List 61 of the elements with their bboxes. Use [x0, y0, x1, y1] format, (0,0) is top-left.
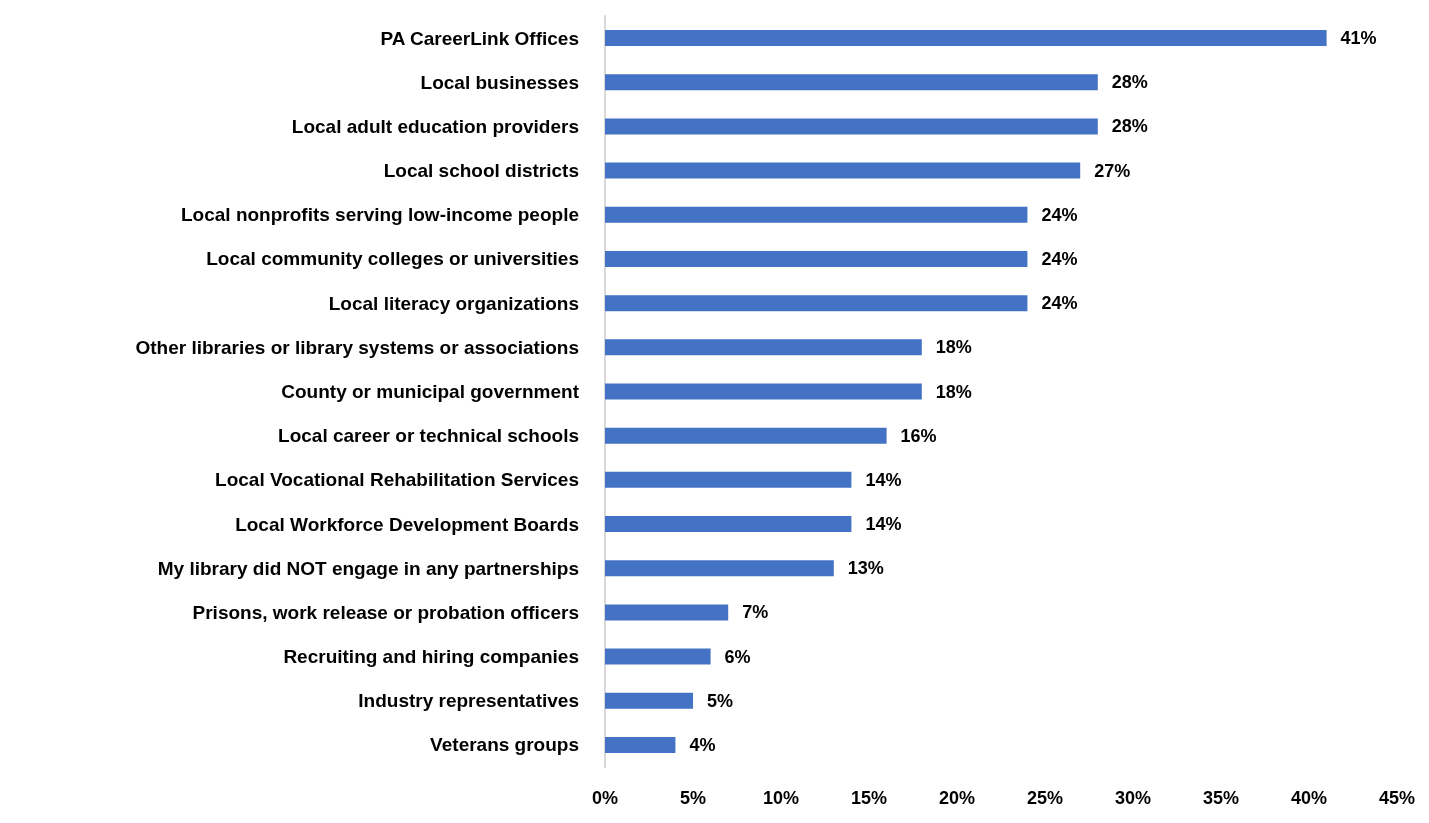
y-tick-label: Local adult education providers — [291, 115, 579, 137]
bar — [605, 118, 1098, 135]
data-label: 18% — [935, 337, 972, 358]
data-label: 27% — [1094, 160, 1131, 181]
y-tick-label: County or municipal government — [281, 381, 580, 402]
x-tick-label: 10% — [762, 788, 800, 808]
data-label: 5% — [707, 690, 734, 711]
data-label: 6% — [724, 646, 751, 667]
x-tick-label: 40% — [1290, 788, 1328, 808]
data-label: 18% — [935, 381, 972, 402]
y-tick-label: Industry representatives — [358, 690, 579, 712]
bar — [605, 516, 852, 533]
x-tick-label: 45% — [1378, 788, 1416, 808]
bar — [605, 604, 729, 621]
y-tick-label: Local community colleges or universities — [206, 248, 579, 270]
data-label: 14% — [865, 469, 902, 490]
bar — [605, 162, 1081, 179]
bar — [605, 30, 1327, 47]
x-tick-label: 30% — [1114, 788, 1152, 808]
bar — [605, 648, 711, 665]
bar — [605, 427, 887, 444]
y-tick-label: Local Vocational Rehabilitation Services — [215, 469, 579, 491]
data-label: 16% — [900, 425, 937, 446]
y-tick-label: My library did NOT engage in any partnerships — [157, 557, 579, 579]
y-tick-label: Local career or technical schools — [278, 425, 579, 447]
x-tick-label: 15% — [850, 788, 888, 808]
bar — [605, 692, 693, 709]
bar — [605, 736, 676, 753]
y-tick-label: Other libraries or library systems or associations — [135, 336, 579, 358]
data-label: 7% — [742, 602, 769, 623]
y-tick-label: Local school districts — [383, 160, 579, 182]
bar — [605, 206, 1028, 223]
data-label: 24% — [1041, 248, 1078, 269]
y-tick-label: Local businesses — [420, 71, 579, 93]
data-label: 13% — [847, 558, 884, 579]
data-label: 24% — [1041, 293, 1078, 314]
data-label: 24% — [1041, 204, 1078, 225]
y-tick-label: Veterans groups — [430, 734, 579, 756]
data-label: 28% — [1111, 116, 1148, 137]
y-tick-label: Prisons, work release or probation officers — [192, 601, 579, 623]
data-label: 4% — [689, 734, 716, 755]
y-tick-label: PA CareerLink Offices — [380, 27, 579, 49]
x-tick-label: 35% — [1202, 788, 1240, 808]
x-tick-label: 20% — [938, 788, 976, 808]
y-tick-label: Local literacy organizations — [328, 292, 579, 314]
bar — [605, 74, 1098, 91]
x-tick-label: 0% — [591, 788, 619, 808]
bar — [605, 339, 922, 356]
data-label: 28% — [1111, 72, 1148, 93]
y-tick-label: Recruiting and hiring companies — [283, 646, 579, 668]
bar — [605, 383, 922, 400]
bar — [605, 471, 852, 488]
bar — [605, 250, 1028, 267]
bar — [605, 560, 834, 577]
x-tick-label: 25% — [1026, 788, 1064, 808]
x-tick-label: 5% — [679, 788, 707, 808]
data-label: 41% — [1340, 28, 1377, 49]
data-label: 14% — [865, 514, 902, 535]
y-tick-label: Local nonprofits serving low-income people — [181, 204, 579, 226]
bar — [605, 295, 1028, 312]
y-tick-label: Local Workforce Development Boards — [235, 513, 579, 535]
